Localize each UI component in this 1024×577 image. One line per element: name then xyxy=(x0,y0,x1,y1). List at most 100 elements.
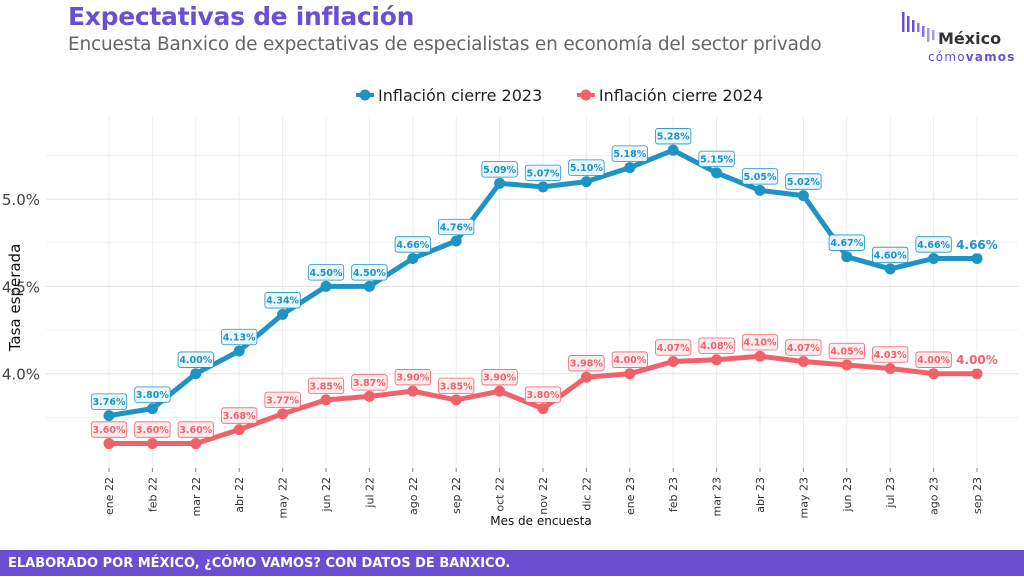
x-tick-label: dic 22 xyxy=(580,477,593,511)
data-point xyxy=(277,408,289,420)
x-tick-label: ago 23 xyxy=(928,477,941,515)
x-axis-label: Mes de encuesta xyxy=(490,514,592,528)
y-tick-label: 5.0% xyxy=(2,191,40,209)
y-axis-label: Tasa esperada xyxy=(6,244,24,353)
data-label-box xyxy=(741,168,779,185)
y-tick-label: 4.5% xyxy=(2,278,40,296)
data-label-box xyxy=(394,369,431,386)
data-label-box xyxy=(134,386,171,403)
data-label: 4.03% xyxy=(874,350,907,361)
data-label-box xyxy=(351,264,388,281)
data-label-box xyxy=(307,377,345,395)
x-tick-label: jul 22 xyxy=(363,477,376,509)
data-label: 4.66% xyxy=(956,238,998,252)
data-label-box xyxy=(264,391,301,409)
x-tick-label: jun 22 xyxy=(320,477,333,513)
data-point xyxy=(667,144,679,156)
data-label-box xyxy=(438,377,475,395)
data-label: 3.85% xyxy=(440,381,473,392)
data-label: 3.85% xyxy=(310,381,343,392)
data-label: 3.68% xyxy=(223,411,256,422)
data-label-box xyxy=(394,236,431,253)
data-point xyxy=(537,181,549,193)
chart-subtitle: Encuesta Banxico de expectativas de espe… xyxy=(68,34,822,55)
data-label-box xyxy=(568,355,605,372)
data-label: 4.00% xyxy=(613,355,646,366)
data-label: 4.00% xyxy=(179,355,212,366)
data-label: 3.60% xyxy=(93,425,126,436)
data-label-box xyxy=(90,393,128,410)
logo-tagline: cómovamos xyxy=(928,50,1016,64)
data-label-box xyxy=(915,236,952,253)
data-label-box xyxy=(915,351,952,368)
logo-tagline-light: cómo xyxy=(928,50,966,64)
data-label-box xyxy=(785,339,822,356)
x-tick-label: ene 22 xyxy=(103,477,116,515)
data-point xyxy=(711,354,723,366)
footer-source-note: ELABORADO POR MÉXICO, ¿CÓMO VAMOS? CON D… xyxy=(0,550,1024,576)
data-label: 4.00% xyxy=(917,355,950,366)
legend-swatch-marker xyxy=(359,89,371,101)
data-label: 5.09% xyxy=(483,165,516,176)
data-label: 3.76% xyxy=(93,397,126,408)
data-label: 5.28% xyxy=(657,132,690,143)
data-label: 4.13% xyxy=(223,332,256,343)
data-label-box xyxy=(438,218,475,236)
data-label-box xyxy=(872,246,909,264)
data-label: 3.60% xyxy=(179,425,212,436)
logo-tagline-bold: vamos xyxy=(965,50,1016,64)
data-label-box xyxy=(134,421,171,438)
data-label-box xyxy=(481,369,518,386)
data-point xyxy=(580,371,592,383)
data-label: 5.05% xyxy=(744,172,777,183)
data-point xyxy=(494,177,506,189)
data-point xyxy=(363,280,375,292)
data-point xyxy=(190,438,202,450)
data-label: 5.18% xyxy=(613,149,646,160)
data-label: 3.60% xyxy=(136,425,169,436)
x-tick-label: oct 22 xyxy=(494,477,507,512)
logo-bars-icon xyxy=(902,12,935,42)
data-label: 4.67% xyxy=(830,238,863,249)
data-label: 4.50% xyxy=(353,268,386,279)
data-point xyxy=(363,390,375,402)
data-label: 4.08% xyxy=(700,341,733,352)
data-label: 3.90% xyxy=(396,373,429,384)
data-point xyxy=(277,308,289,320)
x-tick-label: sep 23 xyxy=(971,477,984,514)
data-label-box xyxy=(264,292,301,309)
data-label-box xyxy=(872,346,909,363)
x-tick-label: mar 22 xyxy=(190,477,203,516)
data-point xyxy=(884,263,896,275)
line-chart: 4.0% 4.5% 5.0% Tasa esperada ene 22 feb 22 mar… xyxy=(2,86,1018,528)
x-tick-label: sep 22 xyxy=(450,477,463,514)
data-label-box xyxy=(221,328,258,346)
data-label: 4.07% xyxy=(787,343,820,354)
x-tick-label: abr 22 xyxy=(233,477,246,513)
data-label: 4.10% xyxy=(744,338,777,349)
x-tick-label: abr 23 xyxy=(754,477,767,513)
chart-title: Expectativas de inflación xyxy=(68,2,415,31)
data-label-box xyxy=(955,350,999,369)
data-point xyxy=(580,176,592,188)
data-label: 4.76% xyxy=(440,222,473,233)
data-point xyxy=(928,368,940,380)
data-point xyxy=(233,345,245,357)
data-label: 4.50% xyxy=(310,268,343,279)
legend-swatch-marker xyxy=(580,89,592,101)
data-label: 3.98% xyxy=(570,359,603,370)
data-label-box xyxy=(698,337,735,354)
data-point xyxy=(754,350,766,362)
logo-name: México xyxy=(938,29,1002,48)
x-tick-label: mar 23 xyxy=(711,477,724,516)
x-tick-label: feb 22 xyxy=(146,477,159,512)
x-tick-label: jul 23 xyxy=(884,477,897,509)
x-tick-label: ene 23 xyxy=(624,477,637,515)
x-tick-label: may 22 xyxy=(277,477,290,518)
x-tick-label: may 23 xyxy=(797,477,810,518)
data-label: 4.66% xyxy=(917,240,950,251)
data-label: 4.00% xyxy=(956,353,998,367)
data-point xyxy=(407,385,419,397)
data-point xyxy=(190,368,202,380)
data-point xyxy=(754,184,766,196)
